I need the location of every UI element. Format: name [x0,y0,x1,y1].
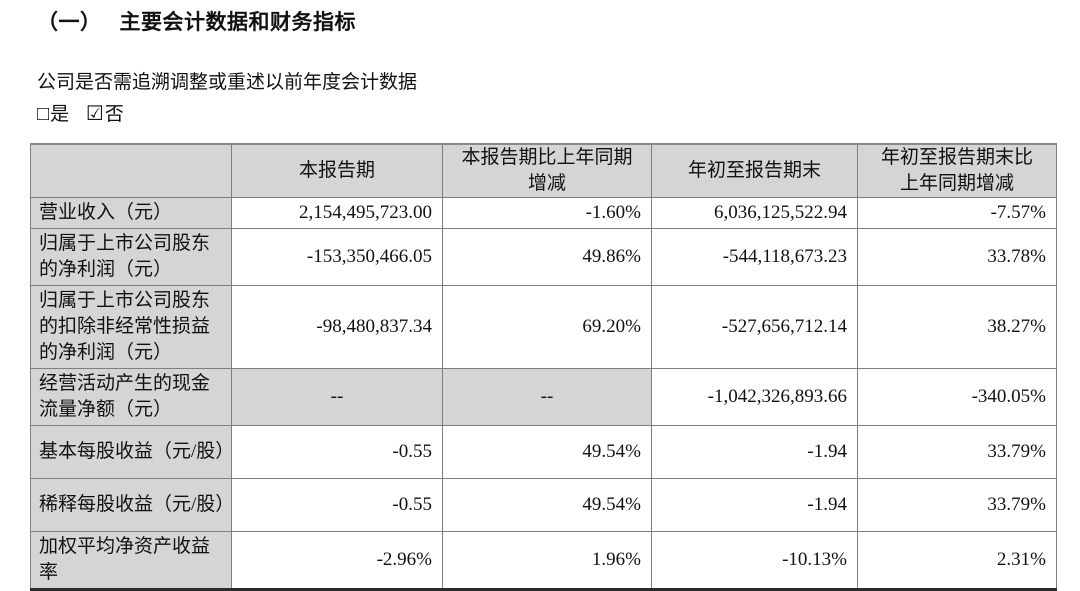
value-cell: 2.31% [857,531,1057,590]
checkbox-option-yes[interactable]: □是 [37,103,70,125]
header-cell-current-period: 本报告期 [231,143,443,198]
value-cell: -98,480,837.34 [231,285,443,369]
table-row-weighted-avg-roe: 加权平均净资产收益率 -2.96% 1.96% -10.13% 2.31% [30,531,1057,590]
value-cell: -7.57% [857,197,1057,229]
value-cell: -2.96% [231,531,443,590]
value-cell: 33.79% [857,478,1057,532]
value-cell: -10.13% [651,531,858,590]
value-cell: -1.94 [651,425,858,479]
value-cell: -1.60% [442,197,652,229]
value-cell: 49.86% [442,228,652,286]
value-cell: 33.79% [857,425,1057,479]
row-label-cell: 营业收入（元） [30,197,232,229]
table-row-diluted-eps: 稀释每股收益（元/股） -0.55 49.54% -1.94 33.79% [30,478,1057,532]
value-cell: -1,042,326,893.66 [651,368,858,426]
header-cell-year-to-date-yoy-change: 年初至报告期末比上年同期增减 [857,143,1057,198]
value-cell: -- [442,368,652,426]
row-label-cell: 经营活动产生的现金流量净额（元） [30,368,232,426]
section-numbering: （一） [37,10,102,34]
table-row-basic-eps: 基本每股收益（元/股） -0.55 49.54% -1.94 33.79% [30,425,1057,479]
restatement-question: 公司是否需追溯调整或重述以前年度会计数据 [37,72,418,93]
value-cell: 49.54% [442,478,652,532]
table-row-net-profit: 归属于上市公司股东的净利润（元） -153,350,466.05 49.86% … [30,228,1057,286]
value-cell: -0.55 [231,425,443,479]
section-title: （一） 主要会计数据和财务指标 [37,8,1080,36]
row-label-cell: 归属于上市公司股东的净利润（元） [30,228,232,286]
document-page: （一） 主要会计数据和财务指标 公司是否需追溯调整或重述以前年度会计数据 □是 ☑… [0,8,1080,591]
table-row-operating-cash-flow: 经营活动产生的现金流量净额（元） -- -- -1,042,326,893.66… [30,368,1057,426]
checkbox-yes-label: 是 [50,104,70,125]
checkbox-unchecked-icon: □ [37,103,50,125]
section-title-text: 主要会计数据和财务指标 [119,10,356,34]
value-cell: -- [231,368,443,426]
checkbox-no-label: 否 [104,104,124,125]
table-header-row: 本报告期 本报告期比上年同期增减 年初至报告期末 年初至报告期末比上年同期增减 [30,143,1057,198]
checkbox-option-no[interactable]: ☑否 [85,103,124,125]
header-cell-current-period-yoy-change: 本报告期比上年同期增减 [442,143,652,198]
table-row-operating-revenue: 营业收入（元） 2,154,495,723.00 -1.60% 6,036,12… [30,197,1057,229]
value-cell: -527,656,712.14 [651,285,858,369]
financial-indicators-table: 本报告期 本报告期比上年同期增减 年初至报告期末 年初至报告期末比上年同期增减 … [30,143,1057,591]
row-label-cell: 加权平均净资产收益率 [30,531,232,590]
value-cell: -544,118,673.23 [651,228,858,286]
value-cell: 33.78% [857,228,1057,286]
row-label-cell: 基本每股收益（元/股） [30,425,232,479]
value-cell: 69.20% [442,285,652,369]
checkbox-checked-icon: ☑ [85,103,104,125]
checkbox-row: □是 ☑否 [37,101,1080,128]
row-label-cell: 归属于上市公司股东的扣除非经常性损益的净利润（元） [30,285,232,369]
value-cell: 2,154,495,723.00 [231,197,443,229]
value-cell: -153,350,466.05 [231,228,443,286]
header-cell-year-to-date: 年初至报告期末 [651,143,858,198]
value-cell: 6,036,125,522.94 [651,197,858,229]
value-cell: -1.94 [651,478,858,532]
value-cell: 49.54% [442,425,652,479]
value-cell: -340.05% [857,368,1057,426]
value-cell: -0.55 [231,478,443,532]
table-row-net-profit-excl-nonrecurring: 归属于上市公司股东的扣除非经常性损益的净利润（元） -98,480,837.34… [30,285,1057,369]
value-cell: 1.96% [442,531,652,590]
value-cell: 38.27% [857,285,1057,369]
header-cell-empty [30,143,232,198]
row-label-cell: 稀释每股收益（元/股） [30,478,232,532]
